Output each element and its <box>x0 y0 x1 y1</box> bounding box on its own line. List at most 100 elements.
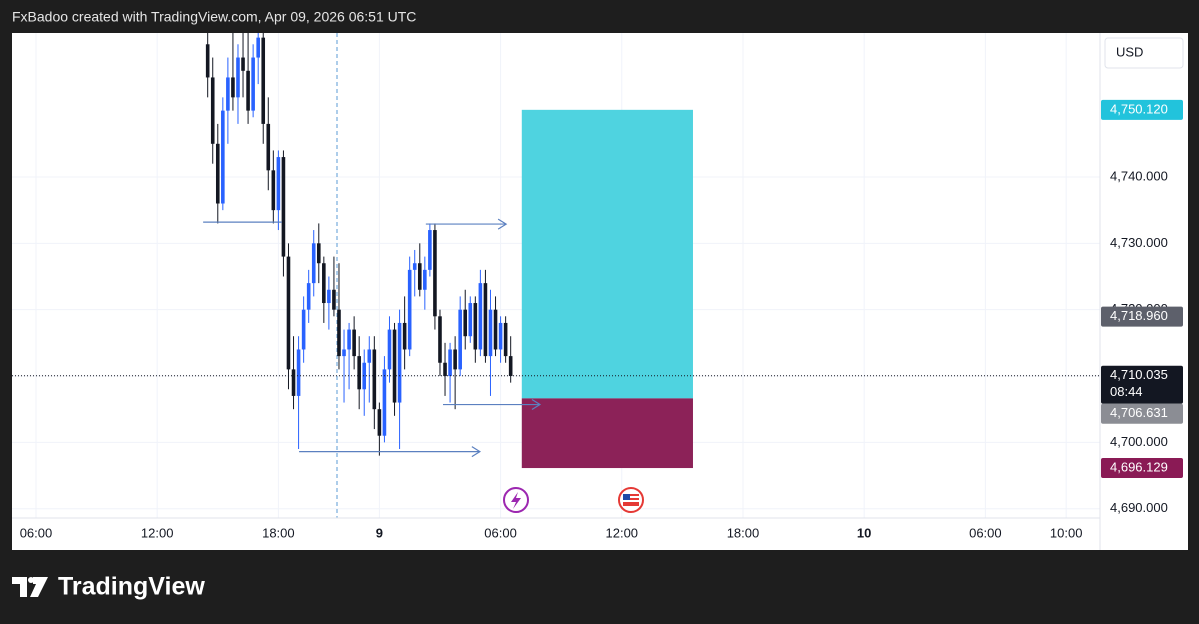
y-tick-label: 4,700.000 <box>1110 434 1168 449</box>
ray-arrow <box>531 399 542 411</box>
candle-body <box>407 269 412 350</box>
price-label-box <box>1101 403 1183 424</box>
candle-body <box>362 362 367 390</box>
candle-body <box>327 289 331 304</box>
candle-body <box>205 44 210 78</box>
candle-body <box>261 37 266 124</box>
candle-body <box>443 362 447 377</box>
candle-body <box>478 283 483 350</box>
x-tick-label: 12:00 <box>606 525 639 540</box>
candle-body <box>210 77 215 144</box>
candle-body <box>468 303 473 337</box>
price-label-box <box>1101 458 1183 479</box>
x-tick-label: 18:00 <box>262 525 295 540</box>
candle-body <box>438 316 442 363</box>
y-tick-label: 4,690.000 <box>1110 500 1168 515</box>
candle-body <box>291 369 296 396</box>
candle-body <box>246 70 250 111</box>
candle-body <box>286 256 291 370</box>
candle-body <box>508 356 513 377</box>
price-label-box <box>1101 99 1183 120</box>
axes: 4,690.0004,700.0004,710.0004,720.0004,73… <box>20 99 1183 540</box>
candle-body <box>488 309 493 357</box>
candle-body <box>221 110 225 204</box>
candle-body <box>276 157 281 211</box>
plot <box>12 33 1100 469</box>
candle-body <box>322 263 326 304</box>
candle-body <box>281 157 286 257</box>
candle-body <box>337 309 341 357</box>
candle-body <box>463 309 468 337</box>
candle-body <box>301 309 306 350</box>
ray-arrow <box>497 218 508 230</box>
candle-body <box>382 369 387 436</box>
candle-body <box>347 329 351 350</box>
currency: USD <box>1116 44 1143 59</box>
x-tick-label: 06:00 <box>484 525 517 540</box>
candle-body <box>357 356 361 390</box>
candle-body <box>271 170 276 211</box>
candle-body <box>387 329 392 370</box>
candle-body <box>342 349 346 357</box>
candle-body <box>241 57 245 71</box>
x-tick-label: 9 <box>376 525 383 540</box>
candle-body <box>266 123 271 171</box>
candle-body <box>251 57 255 111</box>
x-tick-label: 10:00 <box>1050 525 1083 540</box>
x-tick-label: 10 <box>857 525 871 540</box>
countdown: 08:44 <box>1110 384 1143 399</box>
y-tick-label: 4,730.000 <box>1110 235 1168 250</box>
candle-body <box>256 37 260 58</box>
ray-arrow <box>471 446 482 458</box>
price-label: 4,710.035 <box>1110 367 1168 382</box>
candle-body <box>377 409 382 436</box>
candle-body <box>498 322 503 350</box>
currency-box[interactable] <box>1104 37 1184 69</box>
candle-body <box>311 243 316 284</box>
candle-body <box>397 322 402 403</box>
candle-body <box>306 283 311 310</box>
x-tick-label: 18:00 <box>727 525 760 540</box>
candle-body <box>332 289 336 310</box>
price-label: 4,750.120 <box>1110 101 1168 116</box>
price-label: 4,706.631 <box>1110 405 1168 420</box>
candle-body <box>503 322 508 357</box>
event-icon[interactable] <box>503 487 529 513</box>
candle-body <box>423 269 427 290</box>
candle-body <box>372 349 377 410</box>
logo <box>12 577 48 597</box>
y-tick-label: 4,740.000 <box>1110 168 1168 183</box>
x-tick-label: 06:00 <box>20 525 53 540</box>
candle-body <box>483 283 488 357</box>
candle-body <box>402 322 407 350</box>
candle-body <box>215 143 220 204</box>
candle-body <box>473 303 478 350</box>
x-tick-label: 12:00 <box>141 525 174 540</box>
stop-zone <box>521 398 693 469</box>
candle-body <box>236 57 240 98</box>
candle-body <box>453 349 457 370</box>
candle-body <box>433 230 437 317</box>
target-zone <box>521 109 693 399</box>
candle-body <box>226 77 230 111</box>
candle-body <box>417 263 422 290</box>
candle-body <box>428 230 432 270</box>
price-label-box <box>1101 306 1183 327</box>
candle-body <box>231 77 235 98</box>
event-icon[interactable] <box>618 487 644 513</box>
candle-body <box>367 349 372 363</box>
brand: TradingView <box>58 573 205 601</box>
candle-body <box>316 243 321 264</box>
candle-body <box>392 329 397 403</box>
price-label-box <box>1101 365 1183 404</box>
x-tick-label: 06:00 <box>969 525 1002 540</box>
candle-body <box>458 309 462 370</box>
price-label: 4,696.129 <box>1110 459 1168 474</box>
candle-body <box>296 349 301 396</box>
candle-body <box>352 329 356 357</box>
candle-body <box>448 349 452 377</box>
price-label: 4,718.960 <box>1110 308 1168 323</box>
candle-body <box>493 309 498 350</box>
header: FxBadoo created with TradingView.com, Ap… <box>12 9 416 25</box>
